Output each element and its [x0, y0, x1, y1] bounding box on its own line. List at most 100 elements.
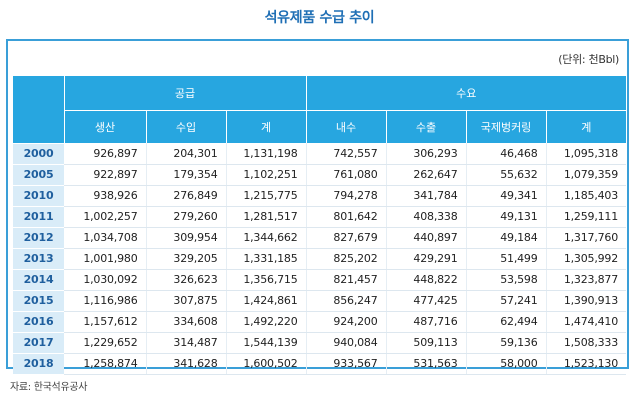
- column-header-export: 수출: [386, 110, 467, 143]
- table-row: 2013 1,001,980 329,205 1,331,185 825,202 429,…: [13, 248, 627, 270]
- value-cell: 276,849: [146, 185, 227, 207]
- year-cell: 2018: [13, 353, 64, 375]
- year-cell: 2000: [13, 143, 64, 165]
- value-cell: 922,897: [64, 164, 147, 186]
- page-title: 석유제품 수급 추이: [264, 10, 375, 26]
- column-header-domestic: 내수: [306, 110, 387, 143]
- group-header-supply: 공급: [64, 76, 307, 111]
- value-cell: 1,259,111: [546, 206, 627, 228]
- group-header-demand: 수요: [306, 76, 627, 111]
- table-row: 2017 1,229,652 314,487 1,544,139 940,084 509,…: [13, 332, 627, 354]
- table-frame: (단위: 천Bbl) 공급 수요 생산 수입 계 내수 수출: [6, 39, 629, 375]
- value-cell: 924,200: [306, 311, 387, 333]
- value-cell: 58,000: [466, 353, 547, 375]
- table-row: 2012 1,034,708 309,954 1,344,662 827,679 440,…: [13, 227, 627, 249]
- value-cell: 1,185,403: [546, 185, 627, 207]
- value-cell: 1,102,251: [226, 164, 307, 186]
- value-cell: 827,679: [306, 227, 387, 249]
- column-header-supply-total: 계: [226, 110, 307, 143]
- value-cell: 1,492,220: [226, 311, 307, 333]
- value-cell: 801,642: [306, 206, 387, 228]
- table-row: 2011 1,002,257 279,260 1,281,517 801,642 408,…: [13, 206, 627, 228]
- value-cell: 46,468: [466, 143, 547, 165]
- column-header-import: 수입: [146, 110, 227, 143]
- value-cell: 794,278: [306, 185, 387, 207]
- value-cell: 926,897: [64, 143, 147, 165]
- value-cell: 1,305,992: [546, 248, 627, 270]
- table-row: 2015 1,116,986 307,875 1,424,861 856,247 477,…: [13, 290, 627, 312]
- table-row: 2014 1,030,092 326,623 1,356,715 821,457 448,…: [13, 269, 627, 291]
- column-header-bunkering: 국제벙커링: [466, 110, 547, 143]
- value-cell: 531,563: [386, 353, 467, 375]
- value-cell: 1,331,185: [226, 248, 307, 270]
- value-cell: 1,002,257: [64, 206, 147, 228]
- value-cell: 1,229,652: [64, 332, 147, 354]
- table-row: 2005 922,897 179,354 1,102,251 761,080 262,64…: [13, 164, 627, 186]
- value-cell: 487,716: [386, 311, 467, 333]
- value-cell: 279,260: [146, 206, 227, 228]
- year-cell: 2014: [13, 269, 64, 291]
- header-corner: [13, 76, 65, 144]
- value-cell: 1,116,986: [64, 290, 147, 312]
- year-cell: 2016: [13, 311, 64, 333]
- value-cell: 938,926: [64, 185, 147, 207]
- value-cell: 509,113: [386, 332, 467, 354]
- value-cell: 1,095,318: [546, 143, 627, 165]
- source-note: 자료: 한국석유공사: [10, 382, 88, 393]
- value-cell: 262,647: [386, 164, 467, 186]
- table-body: 2000 926,897 204,301 1,131,198 742,557 306,29…: [13, 143, 627, 375]
- value-cell: 49,131: [466, 206, 547, 228]
- value-cell: 341,628: [146, 353, 227, 375]
- year-cell: 2012: [13, 227, 64, 249]
- column-header-production: 생산: [64, 110, 147, 143]
- year-cell: 2010: [13, 185, 64, 207]
- value-cell: 334,608: [146, 311, 227, 333]
- value-cell: 933,567: [306, 353, 387, 375]
- value-cell: 1,157,612: [64, 311, 147, 333]
- table-row: 2018 1,258,874 341,628 1,600,502 933,567 531,…: [13, 353, 627, 375]
- value-cell: 59,136: [466, 332, 547, 354]
- value-cell: 940,084: [306, 332, 387, 354]
- value-cell: 1,258,874: [64, 353, 147, 375]
- value-cell: 1,215,775: [226, 185, 307, 207]
- value-cell: 1,474,410: [546, 311, 627, 333]
- value-cell: 1,281,517: [226, 206, 307, 228]
- value-cell: 53,598: [466, 269, 547, 291]
- value-cell: 1,030,092: [64, 269, 147, 291]
- value-cell: 1,344,662: [226, 227, 307, 249]
- value-cell: 1,131,198: [226, 143, 307, 165]
- value-cell: 1,001,980: [64, 248, 147, 270]
- value-cell: 856,247: [306, 290, 387, 312]
- value-cell: 179,354: [146, 164, 227, 186]
- year-cell: 2011: [13, 206, 64, 228]
- value-cell: 62,494: [466, 311, 547, 333]
- table-row: 2016 1,157,612 334,608 1,492,220 924,200 487,…: [13, 311, 627, 333]
- value-cell: 429,291: [386, 248, 467, 270]
- year-cell: 2013: [13, 248, 64, 270]
- value-cell: 307,875: [146, 290, 227, 312]
- supply-demand-table: 공급 수요 생산 수입 계 내수 수출 국제벙커링 계 2000 926,897 2…: [13, 76, 627, 375]
- value-cell: 821,457: [306, 269, 387, 291]
- value-cell: 1,544,139: [226, 332, 307, 354]
- value-cell: 55,632: [466, 164, 547, 186]
- value-cell: 49,341: [466, 185, 547, 207]
- value-cell: 1,390,913: [546, 290, 627, 312]
- column-header-demand-total: 계: [546, 110, 627, 143]
- value-cell: 1,523,130: [546, 353, 627, 375]
- value-cell: 1,034,708: [64, 227, 147, 249]
- value-cell: 825,202: [306, 248, 387, 270]
- table-row: 2010 938,926 276,849 1,215,775 794,278 341,78…: [13, 185, 627, 207]
- unit-label: (단위: 천Bbl): [558, 53, 619, 66]
- value-cell: 448,822: [386, 269, 467, 291]
- value-cell: 408,338: [386, 206, 467, 228]
- value-cell: 440,897: [386, 227, 467, 249]
- value-cell: 57,241: [466, 290, 547, 312]
- value-cell: 742,557: [306, 143, 387, 165]
- value-cell: 326,623: [146, 269, 227, 291]
- value-cell: 309,954: [146, 227, 227, 249]
- year-cell: 2005: [13, 164, 64, 186]
- year-cell: 2017: [13, 332, 64, 354]
- value-cell: 1,356,715: [226, 269, 307, 291]
- value-cell: 477,425: [386, 290, 467, 312]
- value-cell: 1,323,877: [546, 269, 627, 291]
